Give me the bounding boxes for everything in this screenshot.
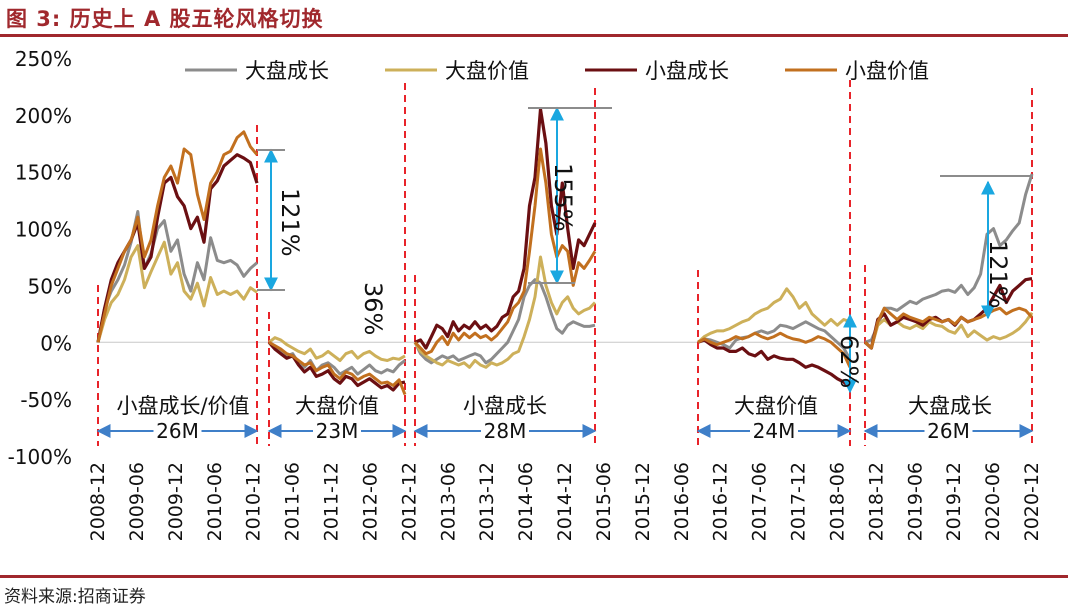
series-line bbox=[268, 336, 406, 362]
y-tick-label: 250% bbox=[15, 47, 72, 71]
title-rule bbox=[0, 34, 1068, 37]
figure-title: 图 3: 历史上 A 股五轮风格切换 bbox=[6, 7, 324, 31]
x-tick-label: 2008-12 bbox=[87, 462, 109, 541]
series-line bbox=[413, 278, 596, 365]
source-rule bbox=[0, 575, 1068, 578]
source-note: 资料来源:招商证券 bbox=[4, 587, 146, 607]
series-line bbox=[268, 341, 407, 396]
duration-label-bg bbox=[750, 419, 798, 443]
magnitude-label: 155% bbox=[549, 163, 577, 232]
x-tick-label: 2010-12 bbox=[243, 462, 265, 541]
duration-label-bg bbox=[153, 419, 202, 443]
y-tick-label: -50% bbox=[20, 388, 72, 412]
x-tick-label: 2009-12 bbox=[165, 462, 187, 541]
x-tick-label: 2010-06 bbox=[204, 462, 226, 541]
style-rotation-line-chart: 250% 200% 150% 100% 50% 0% -50% -100% 2008-12 200… bbox=[8, 47, 1043, 541]
series-1 bbox=[96, 173, 1034, 376]
x-tick-label: 2011-12 bbox=[321, 462, 343, 541]
y-tick-label: 150% bbox=[15, 161, 72, 185]
series-line bbox=[414, 107, 597, 350]
duration-label: 28M bbox=[484, 419, 527, 443]
duration-label: 26M bbox=[927, 419, 970, 443]
period-label: 大盘价值 bbox=[734, 394, 818, 418]
x-tick-label: 2015-06 bbox=[593, 462, 615, 541]
series-line bbox=[413, 255, 597, 369]
x-tick-label: 2019-12 bbox=[943, 462, 965, 541]
series-line bbox=[96, 240, 258, 343]
legend-label: 小盘成长 bbox=[645, 59, 729, 83]
duration-label: 24M bbox=[753, 419, 796, 443]
x-tick-label: 2011-06 bbox=[282, 462, 304, 541]
magnitude-label: 121% bbox=[276, 188, 304, 257]
magnitude-label: 62% bbox=[835, 335, 863, 388]
x-tick-label: 2020-06 bbox=[982, 462, 1004, 541]
series-line bbox=[697, 338, 852, 389]
legend-label: 大盘成长 bbox=[245, 59, 329, 83]
magnitude-label: 36% bbox=[359, 282, 387, 335]
series-line bbox=[697, 320, 852, 361]
x-tick-label: 2014-06 bbox=[515, 462, 537, 541]
x-tick-label: 2013-06 bbox=[437, 462, 459, 541]
x-tick-label: 2013-12 bbox=[476, 462, 498, 541]
series-line bbox=[96, 210, 258, 343]
y-tick-label: 0% bbox=[40, 331, 72, 355]
x-tick-label: 2012-06 bbox=[359, 462, 381, 541]
y-tick-label: 50% bbox=[28, 274, 72, 298]
y-tick-label: 100% bbox=[15, 218, 72, 242]
legend-label: 大盘价值 bbox=[445, 59, 529, 83]
duration-label-bg bbox=[924, 419, 973, 443]
x-tick-label: 2019-06 bbox=[904, 462, 926, 541]
period-label: 小盘成长/价值 bbox=[116, 394, 249, 418]
x-tick-label: 2009-06 bbox=[126, 462, 148, 541]
period-label: 小盘成长 bbox=[463, 394, 547, 418]
series-line bbox=[413, 147, 597, 356]
y-tick-label: -100% bbox=[8, 445, 72, 469]
period-label: 大盘成长 bbox=[908, 394, 992, 418]
duration-label-bg bbox=[313, 419, 361, 443]
series-line bbox=[96, 130, 259, 343]
x-tick-label: 2014-12 bbox=[554, 462, 576, 541]
magnitude-label: 121% bbox=[984, 240, 1012, 309]
x-tick-label: 2017-06 bbox=[749, 462, 771, 541]
x-tick-label: 2015-12 bbox=[632, 462, 654, 541]
x-tick-label: 2016-12 bbox=[710, 462, 732, 541]
series-line bbox=[696, 287, 851, 344]
x-tick-label: 2018-06 bbox=[826, 462, 848, 541]
duration-label-bg bbox=[481, 419, 529, 443]
series-line bbox=[864, 173, 1034, 344]
figure-header: 图 3: 历史上 A 股五轮风格切换 bbox=[0, 0, 1080, 34]
x-tick-label: 2016-06 bbox=[671, 462, 693, 541]
series-line bbox=[864, 306, 1034, 350]
duration-label: 23M bbox=[316, 419, 359, 443]
x-tick-label: 2012-12 bbox=[398, 462, 420, 541]
x-tick-label: 2020-12 bbox=[1021, 462, 1043, 541]
y-tick-label: 200% bbox=[15, 104, 72, 128]
series-2 bbox=[96, 240, 1034, 369]
x-tick-label: 2018-12 bbox=[865, 462, 887, 541]
x-tick-label: 2017-12 bbox=[788, 462, 810, 541]
duration-label: 26M bbox=[156, 419, 199, 443]
series-4 bbox=[96, 130, 1034, 396]
legend-label: 小盘价值 bbox=[845, 59, 929, 83]
period-label: 大盘价值 bbox=[295, 394, 379, 418]
series-line bbox=[697, 331, 852, 368]
